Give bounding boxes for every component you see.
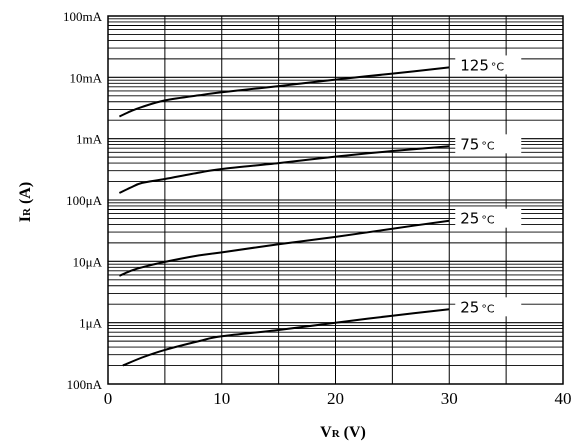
curves	[118, 66, 450, 367]
y-axis-label-sub: R	[21, 207, 33, 216]
curve-label: 125 °C	[460, 56, 504, 74]
curve-label-temp: 25	[460, 298, 479, 316]
x-axis-label-main: V	[320, 424, 332, 441]
curve-line	[119, 219, 450, 277]
curve-label-temp: 25	[460, 210, 479, 228]
x-tick-label: 40	[555, 389, 572, 408]
curve-label-unit: °C	[481, 214, 495, 227]
curve-line	[122, 308, 450, 367]
y-tick-label: 100mA	[63, 9, 103, 24]
y-tick-label: 10μA	[73, 254, 103, 269]
curve-label: 75 °C	[460, 135, 495, 153]
curve-line	[118, 145, 450, 194]
curve-label-unit: °C	[481, 302, 495, 315]
y-axis-label: IR (A)	[17, 182, 34, 222]
x-axis-label-sub: R	[332, 428, 341, 440]
curve-label-unit: °C	[481, 139, 495, 152]
x-axis-label-unit: (V)	[340, 424, 366, 441]
curve-line	[118, 66, 450, 118]
y-tick-labels: 100nA 1μA 10μA 100μA 1mA 10mA 100mA	[63, 9, 103, 392]
x-tick-label: 20	[327, 389, 344, 408]
y-tick-label: 100μA	[66, 193, 102, 208]
x-tick-labels: 0 10 20 30 40	[104, 389, 572, 408]
x-tick-label: 30	[441, 389, 458, 408]
curve-label-unit: °C	[491, 60, 505, 73]
y-axis-label-unit: (A)	[17, 182, 34, 208]
y-tick-label: 100nA	[67, 377, 103, 392]
y-tick-label: 1mA	[76, 132, 103, 147]
curve-label-temp: 75	[460, 135, 479, 153]
curve-label-box	[455, 208, 522, 228]
curve-label: 25 °C	[460, 210, 495, 228]
curve-labels: 125 °C75 °C25 °C25 °C	[455, 55, 522, 317]
curve-label-temp: 125	[460, 56, 489, 74]
x-tick-label: 0	[104, 389, 113, 408]
y-tick-label: 10mA	[70, 70, 103, 85]
curve-label-box	[455, 297, 522, 317]
curve-label: 25 °C	[460, 298, 495, 316]
plot-frame	[107, 15, 564, 385]
y-axis-label-main: I	[17, 216, 34, 222]
curve-label-box	[455, 55, 522, 75]
x-tick-label: 10	[213, 389, 230, 408]
y-tick-label: 1μA	[79, 316, 102, 331]
curve-label-box	[455, 134, 522, 154]
x-axis-label: VR (V)	[320, 424, 366, 441]
